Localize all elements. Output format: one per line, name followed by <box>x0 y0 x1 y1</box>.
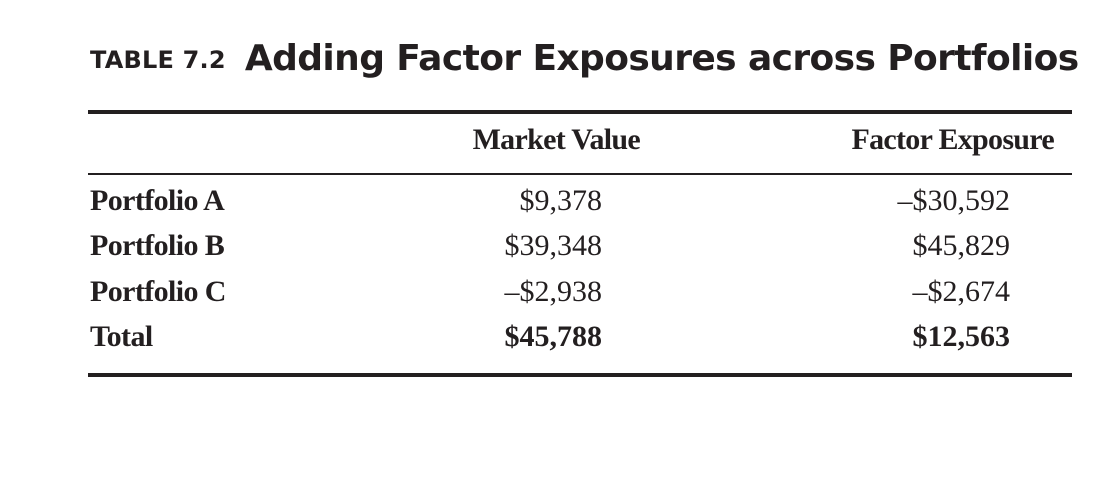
row-label-portfolio-b: Portfolio B <box>90 229 225 262</box>
cell-total-factor-exposure: $12,563 <box>912 320 1011 353</box>
table-caption: TABLE 7.2 Adding Factor Exposures across… <box>90 38 1079 79</box>
cell-portfolio-b-market-value: $39,348 <box>504 229 603 262</box>
row-label-portfolio-a: Portfolio A <box>90 184 225 217</box>
table-top-rule <box>88 110 1072 114</box>
table-bottom-rule <box>88 373 1072 377</box>
row-label-portfolio-c: Portfolio C <box>90 275 226 308</box>
row-label-total: Total <box>90 320 153 353</box>
cell-portfolio-c-market-value: –$2,938 <box>504 275 603 308</box>
table-number: TABLE 7.2 <box>90 46 226 74</box>
cell-total-market-value: $45,788 <box>504 320 603 353</box>
column-header-factor-exposure: Factor Exposure <box>851 123 1054 156</box>
cell-portfolio-a-factor-exposure: –$30,592 <box>897 184 1011 217</box>
table-header-rule <box>88 173 1072 175</box>
cell-portfolio-b-factor-exposure: $45,829 <box>912 229 1011 262</box>
column-header-market-value: Market Value <box>472 123 641 156</box>
cell-portfolio-a-market-value: $9,378 <box>519 184 603 217</box>
cell-portfolio-c-factor-exposure: –$2,674 <box>912 275 1011 308</box>
table-title: Adding Factor Exposures across Portfolio… <box>244 38 1079 79</box>
